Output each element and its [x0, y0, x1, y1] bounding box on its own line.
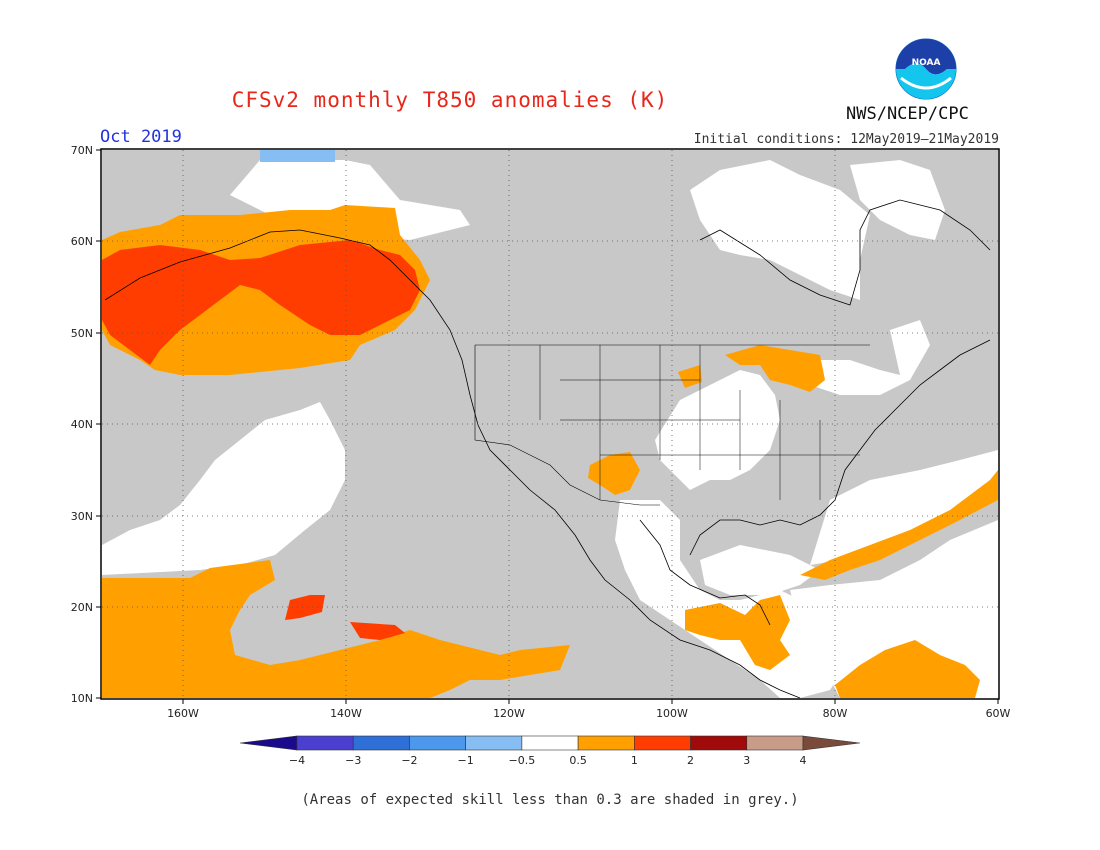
- white-region-east-pacific: [102, 402, 345, 575]
- lat-label-50n: 50N: [71, 327, 93, 340]
- white-region-mexico: [615, 500, 850, 698]
- orange-region-southwest: [588, 452, 640, 495]
- forecast-month: Oct 2019: [100, 127, 182, 147]
- colorbar-swatch: [577, 735, 635, 751]
- colorbar-swatch: [465, 735, 523, 751]
- red-region-alaska: [102, 240, 420, 365]
- lon-label-80w: 80W: [823, 707, 848, 720]
- white-region-caribbean: [790, 520, 998, 698]
- white-region-hudson-bay: [690, 160, 870, 300]
- white-region-labrador: [850, 160, 945, 240]
- colorbar-tick-label: 3: [743, 754, 750, 767]
- orange-region-south-caribbean: [835, 640, 980, 698]
- skill-note: (Areas of expected skill less than 0.3 a…: [301, 792, 799, 808]
- orange-region-great-lakes: [725, 345, 825, 392]
- lon-label-120w: 120W: [493, 707, 525, 720]
- colorbar-swatch: [746, 735, 804, 751]
- orange-region-north-plains: [678, 365, 702, 388]
- colorbar-tick-label: 0.5: [569, 754, 587, 767]
- colorbar-swatch: [690, 735, 748, 751]
- colorbar-tick-label: −3: [345, 754, 361, 767]
- lat-label-40n: 40N: [71, 418, 93, 431]
- colorbar-swatch: [352, 735, 410, 751]
- colorbar-swatch: [521, 735, 579, 751]
- colorbar-extend-high: [802, 735, 861, 751]
- colorbar-tick-label: 4: [800, 754, 807, 767]
- colorbar-tick-label: −2: [401, 754, 417, 767]
- coastlines: [104, 199, 991, 698]
- lat-label-70n: 70N: [71, 144, 93, 157]
- lat-label-60n: 60N: [71, 235, 93, 248]
- colorbar-tick-label: 2: [687, 754, 694, 767]
- lat-label-10n: 10N: [71, 692, 93, 705]
- axis-ticks: [96, 149, 999, 704]
- lon-label-140w: 140W: [330, 707, 362, 720]
- lat-label-20n: 20N: [71, 601, 93, 614]
- light-blue-region-arctic: [260, 150, 335, 162]
- map-field: [102, 150, 998, 698]
- colorbar-tick-label: −4: [289, 754, 305, 767]
- orange-region-central-america: [685, 595, 790, 670]
- color-bar: −4 −3 −2 −1 −0.5 0.5 1 2 3 4: [239, 735, 861, 767]
- orange-region-atlantic: [800, 470, 998, 580]
- lon-label-160w: 160W: [167, 707, 199, 720]
- red-region-subtropical-pacific-2: [350, 622, 405, 640]
- logo-text: NOAA: [912, 58, 941, 68]
- colorbar-tick-label: 1: [631, 754, 638, 767]
- lon-label-100w: 100W: [656, 707, 688, 720]
- white-region-great-plains: [655, 370, 780, 490]
- white-region-gulf: [700, 545, 820, 595]
- red-region-subtropical-pacific-1: [285, 595, 325, 620]
- colorbar-swatch: [409, 735, 466, 751]
- colorbar-tick-label: −1: [458, 754, 474, 767]
- colorbar-swatch: [634, 735, 691, 751]
- colorbar-swatch: [296, 735, 354, 751]
- chart-title: CFSv2 monthly T850 anomalies (K): [231, 88, 669, 112]
- initial-conditions: Initial conditions: 12May2019–21May2019: [693, 132, 999, 147]
- lat-label-30n: 30N: [71, 510, 93, 523]
- lon-label-60w: 60W: [986, 707, 1011, 720]
- agency-label: NWS/NCEP/CPC: [846, 104, 969, 124]
- orange-region-subtropical-pacific: [102, 560, 570, 698]
- colorbar-extend-low: [239, 735, 298, 751]
- colorbar-tick-label: −0.5: [509, 754, 536, 767]
- white-region-northeast: [810, 320, 930, 395]
- noaa-logo: NOAA: [895, 38, 957, 100]
- white-region-east-atlantic: [810, 450, 998, 565]
